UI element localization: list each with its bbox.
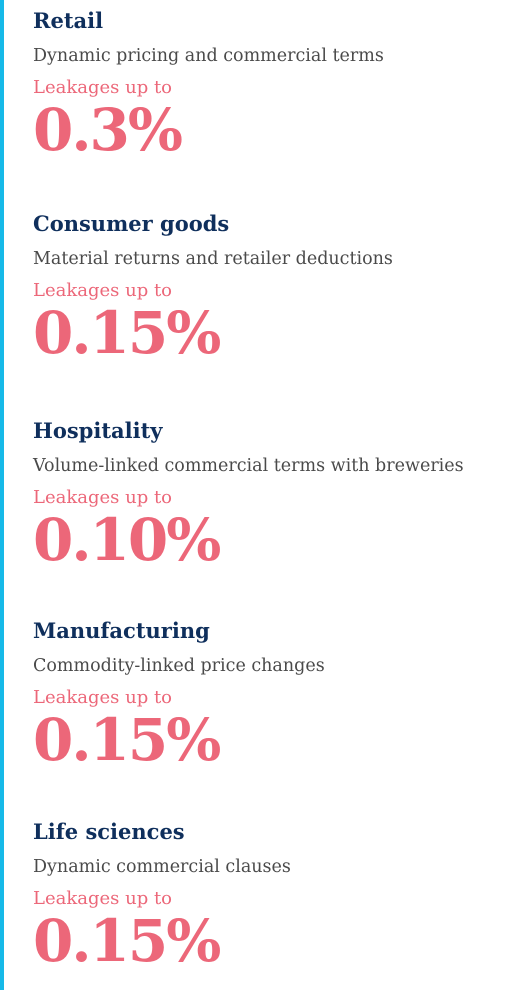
sector-description: Dynamic pricing and commercial terms bbox=[33, 46, 384, 66]
leakage-value: 0.15% bbox=[33, 907, 221, 975]
leakage-label: Leakages up to bbox=[33, 280, 173, 301]
sector-life-sciences: Life sciences Dynamic commercial clauses… bbox=[33, 819, 513, 972]
leakage-label: Leakages up to bbox=[33, 77, 173, 98]
sector-description: Volume-linked commercial terms with brew… bbox=[33, 456, 464, 476]
sector-title: Hospitality bbox=[33, 418, 163, 443]
leakage-value: 0.15% bbox=[33, 299, 221, 367]
sector-title: Retail bbox=[33, 8, 104, 33]
sector-retail: Retail Dynamic pricing and commercial te… bbox=[33, 8, 513, 161]
sector-description: Material returns and retailer deductions bbox=[33, 249, 393, 269]
accent-bar bbox=[0, 0, 4, 990]
sector-description: Dynamic commercial clauses bbox=[33, 857, 291, 877]
sector-title: Consumer goods bbox=[33, 211, 230, 236]
sector-hospitality: Hospitality Volume-linked commercial ter… bbox=[33, 418, 513, 571]
leakage-value: 0.3% bbox=[33, 96, 183, 164]
sector-consumer-goods: Consumer goods Material returns and reta… bbox=[33, 211, 513, 364]
leakage-value: 0.10% bbox=[33, 506, 221, 574]
sector-title: Manufacturing bbox=[33, 618, 210, 643]
sector-description: Commodity-linked price changes bbox=[33, 656, 325, 676]
sector-title: Life sciences bbox=[33, 819, 185, 844]
leakage-label: Leakages up to bbox=[33, 888, 173, 909]
leakage-label: Leakages up to bbox=[33, 487, 173, 508]
leakage-label: Leakages up to bbox=[33, 687, 173, 708]
sector-manufacturing: Manufacturing Commodity-linked price cha… bbox=[33, 618, 513, 771]
leakage-value: 0.15% bbox=[33, 706, 221, 774]
